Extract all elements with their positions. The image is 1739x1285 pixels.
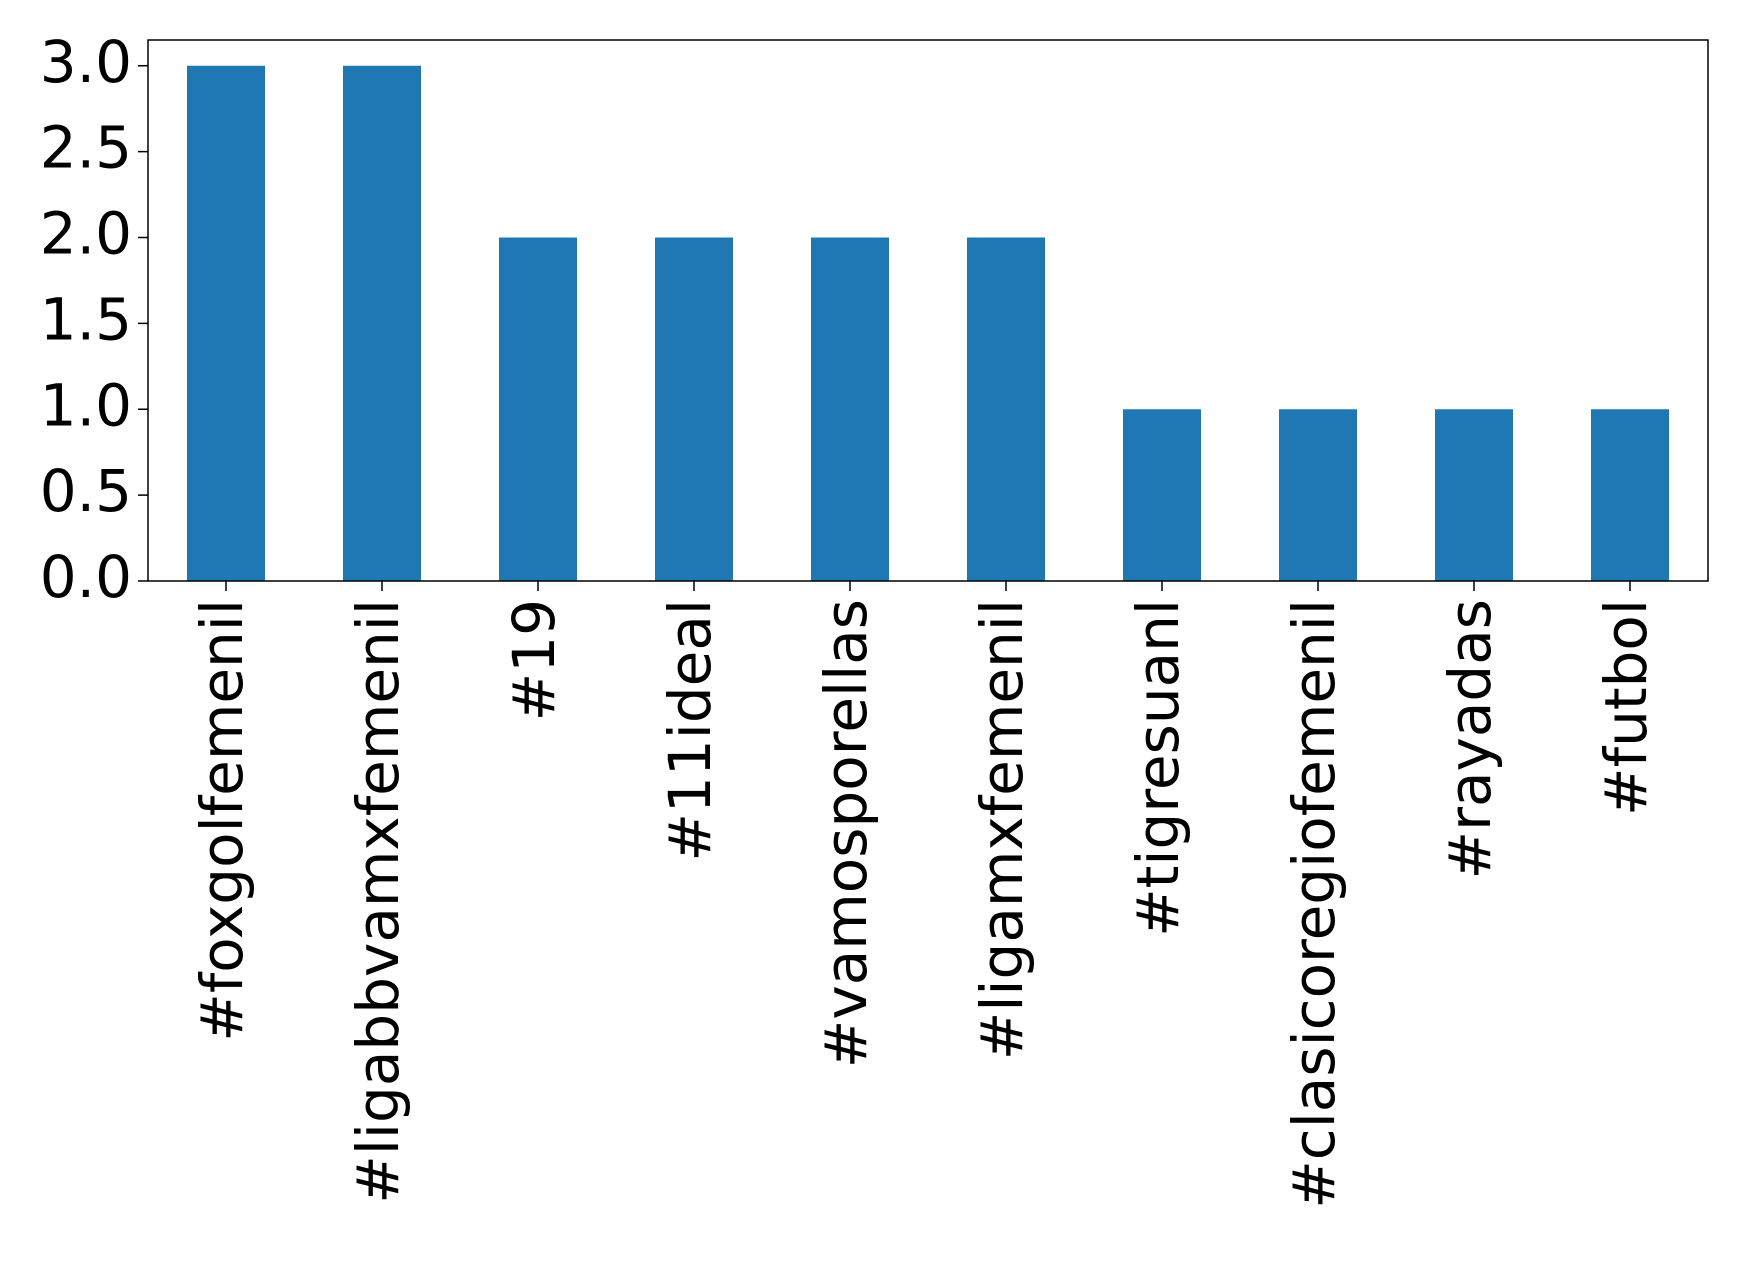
bar <box>1279 409 1357 581</box>
bar <box>655 237 733 581</box>
x-tick-label: #ligamxfemenil <box>968 599 1036 1060</box>
x-tick-label: #ligabbvamxfemenil <box>344 599 412 1204</box>
x-tick-label: #vamosporellas <box>812 599 880 1068</box>
y-tick-label: 2.0 <box>40 200 132 268</box>
y-tick-label: 1.0 <box>40 371 132 439</box>
y-tick-label: 3.0 <box>40 28 132 96</box>
bar <box>187 65 265 581</box>
x-tick-label: #foxgolfemenil <box>188 599 256 1042</box>
bar <box>499 237 577 581</box>
bar <box>967 237 1045 581</box>
bar <box>343 65 421 581</box>
bar <box>1123 409 1201 581</box>
x-tick-label: #clasicoregiofemenil <box>1280 599 1348 1209</box>
y-tick-label: 2.5 <box>40 114 132 182</box>
x-tick-label: #tigresuanl <box>1124 599 1192 937</box>
y-tick-label: 0.0 <box>40 543 132 611</box>
bar <box>1591 409 1669 581</box>
x-tick-label: #rayadas <box>1436 599 1504 879</box>
plot-frame <box>147 39 1709 582</box>
x-tick-label: #futbol <box>1592 599 1660 816</box>
x-tick-label: #19 <box>500 599 568 721</box>
bar <box>811 237 889 581</box>
x-tick-label: #11ideal <box>656 599 724 862</box>
y-tick-label: 1.5 <box>40 285 132 353</box>
bar <box>1435 409 1513 581</box>
y-tick-label: 0.5 <box>40 457 132 525</box>
